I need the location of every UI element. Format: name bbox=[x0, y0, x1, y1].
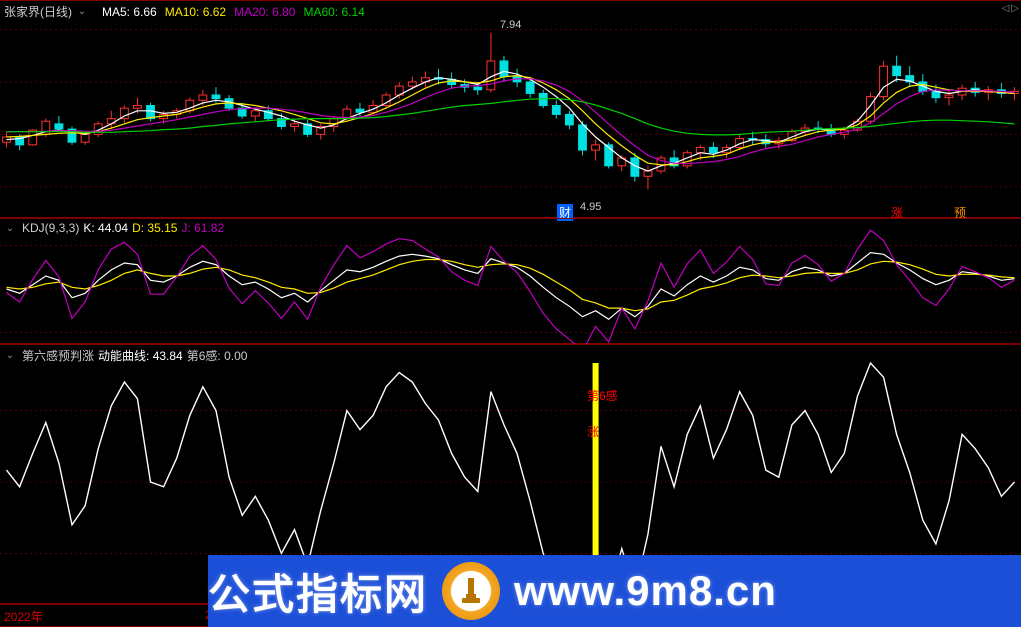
ind3-sub2-label: 第6感: bbox=[187, 349, 221, 363]
price-label: 4.95 bbox=[580, 201, 601, 213]
watermark-logo-icon bbox=[442, 562, 500, 620]
watermark-band: 公式指标网 www.9m8.cn bbox=[208, 555, 1021, 627]
indicator-marker: 第6感 bbox=[585, 387, 620, 404]
indicator-marker: 涨 bbox=[585, 423, 601, 440]
kdj-chart[interactable] bbox=[0, 219, 1021, 345]
panel2-header: ⌄ KDJ(9,3,3) K: 44.04 D: 35.15 J: 61.82 bbox=[4, 221, 224, 235]
kdj-j-label: J: 61.82 bbox=[181, 221, 224, 235]
ind3-sub2-val: 0.00 bbox=[224, 349, 247, 363]
watermark-text-2: www.9m8.cn bbox=[514, 567, 777, 615]
price-label: 7.94 bbox=[500, 19, 521, 31]
kdj-d-label: D: 35.15 bbox=[132, 221, 177, 235]
candlestick-panel: 张家界(日线) ⌄ MA5: 6.66 MA10: 6.62 MA20: 6.80 M… bbox=[0, 0, 1021, 218]
collapse-icon[interactable]: ⌄ bbox=[4, 350, 16, 362]
timeline-label: 2022年 bbox=[4, 608, 43, 625]
kdj-title: KDJ(9,3,3) bbox=[22, 221, 79, 235]
stock-title: 张家界(日线) bbox=[4, 3, 72, 20]
scroll-controls: ◁ ▷ bbox=[1002, 3, 1019, 14]
watermark-text-1: 公式指标网 bbox=[208, 561, 428, 622]
ind3-sub1-val: 43.84 bbox=[153, 349, 183, 363]
ind3-title: 第六感预判涨 bbox=[22, 347, 94, 364]
candlestick-chart[interactable] bbox=[0, 1, 1021, 219]
panel3-header: ⌄ 第六感预判涨 动能曲线: 43.84 第6感: 0.00 bbox=[4, 347, 247, 364]
ma-label: MA60: 6.14 bbox=[303, 5, 364, 19]
scroll-left-icon[interactable]: ◁ bbox=[1002, 3, 1010, 14]
ma-label: MA5: 6.66 bbox=[102, 5, 157, 19]
kdj-panel: ⌄ KDJ(9,3,3) K: 44.04 D: 35.15 J: 61.82 bbox=[0, 218, 1021, 344]
kdj-k-label: K: 44.04 bbox=[83, 221, 128, 235]
ma-label: MA10: 6.62 bbox=[165, 5, 226, 19]
collapse-icon[interactable]: ⌄ bbox=[4, 222, 16, 234]
collapse-icon[interactable]: ⌄ bbox=[76, 6, 88, 18]
ma-label: MA20: 6.80 bbox=[234, 5, 295, 19]
ind3-sub1-label: 动能曲线: bbox=[98, 349, 149, 363]
panel1-header: 张家界(日线) ⌄ MA5: 6.66 MA10: 6.62 MA20: 6.80 M… bbox=[4, 3, 365, 20]
scroll-right-icon[interactable]: ▷ bbox=[1011, 3, 1019, 14]
